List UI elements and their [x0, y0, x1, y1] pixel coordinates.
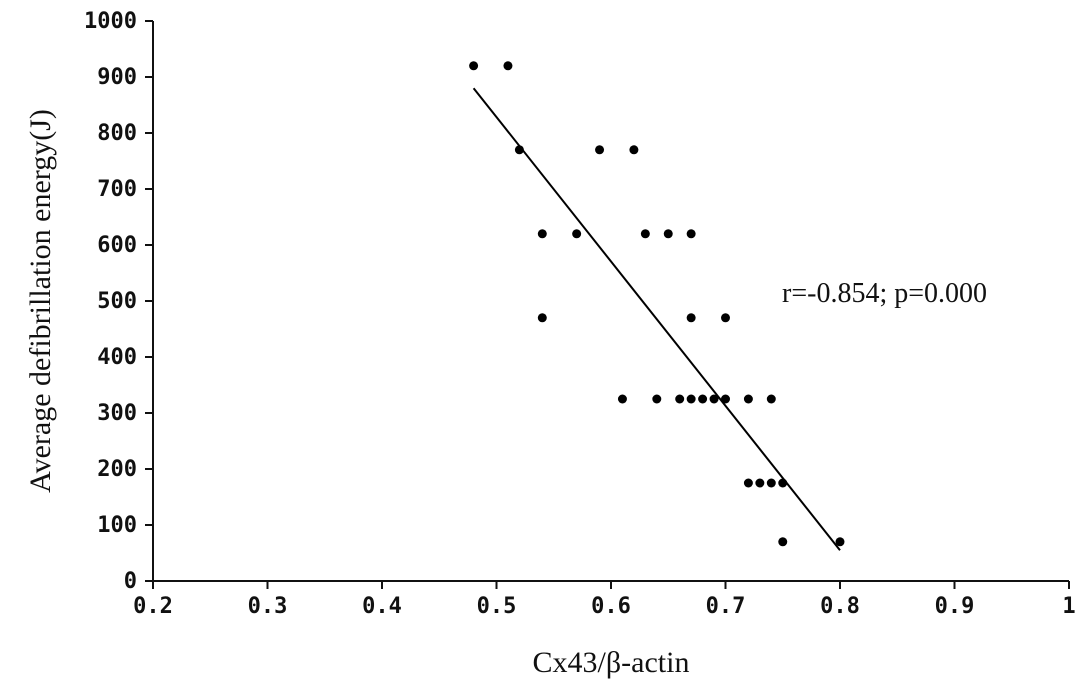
x-axis-label: Cx43/β-actin: [533, 646, 690, 679]
data-points: [469, 61, 845, 547]
data-point: [743, 394, 753, 404]
x-tick-label: 0.7: [706, 594, 746, 619]
x-tick-label: 0.2: [133, 594, 173, 619]
x-tick-label: 0.8: [820, 594, 860, 619]
y-tick-label: 100: [97, 513, 137, 538]
data-point: [686, 229, 696, 239]
x-tick-label: 0.5: [477, 594, 517, 619]
data-point: [755, 478, 765, 488]
y-tick-label: 200: [97, 457, 137, 482]
data-point: [663, 229, 673, 239]
data-point: [514, 145, 524, 155]
data-point: [778, 478, 788, 488]
data-point: [709, 394, 719, 404]
data-point: [503, 61, 513, 71]
y-tick-label: 800: [97, 121, 137, 146]
y-axis-ticks: 0 100 200 300 400 500 600 700 800 900 1000: [84, 9, 153, 594]
data-point: [686, 394, 696, 404]
data-point: [572, 229, 582, 239]
y-tick-label: 700: [97, 177, 137, 202]
data-point: [686, 313, 696, 323]
data-point: [721, 313, 730, 323]
y-tick-label: 300: [97, 401, 137, 426]
y-tick-label: 0: [124, 569, 137, 594]
x-tick-label: 1: [1062, 594, 1075, 619]
y-tick-label: 900: [97, 65, 137, 90]
data-point: [537, 229, 547, 239]
data-point: [721, 394, 730, 404]
data-point: [766, 478, 776, 488]
data-point: [469, 61, 479, 71]
data-point: [835, 537, 845, 547]
correlation-annotation: r=-0.854; p=0.000: [782, 278, 987, 309]
data-point: [640, 229, 650, 239]
x-axis-ticks: 0.2 0.3 0.4 0.5 0.6 0.7 0.8 0.9 1: [133, 581, 1076, 619]
trendline-group: [472, 87, 841, 551]
data-point: [743, 478, 753, 488]
x-tick-label: 0.9: [935, 594, 975, 619]
data-point: [652, 394, 662, 404]
data-point: [698, 394, 708, 404]
data-point: [629, 145, 639, 155]
data-point: [595, 145, 605, 155]
x-tick-label: 0.4: [362, 594, 402, 619]
y-tick-label: 1000: [84, 9, 137, 34]
data-point: [675, 394, 685, 404]
regression-line: [472, 87, 841, 551]
data-point: [617, 394, 627, 404]
x-tick-label: 0.3: [248, 594, 288, 619]
y-tick-label: 600: [97, 233, 137, 258]
data-point: [778, 537, 788, 547]
y-axis-label: Average defibrillation energy(J): [24, 109, 57, 493]
x-tick-label: 0.6: [591, 594, 631, 619]
data-point: [766, 394, 776, 404]
y-tick-label: 400: [97, 345, 137, 370]
data-point: [537, 313, 547, 323]
y-tick-label: 500: [97, 289, 137, 314]
